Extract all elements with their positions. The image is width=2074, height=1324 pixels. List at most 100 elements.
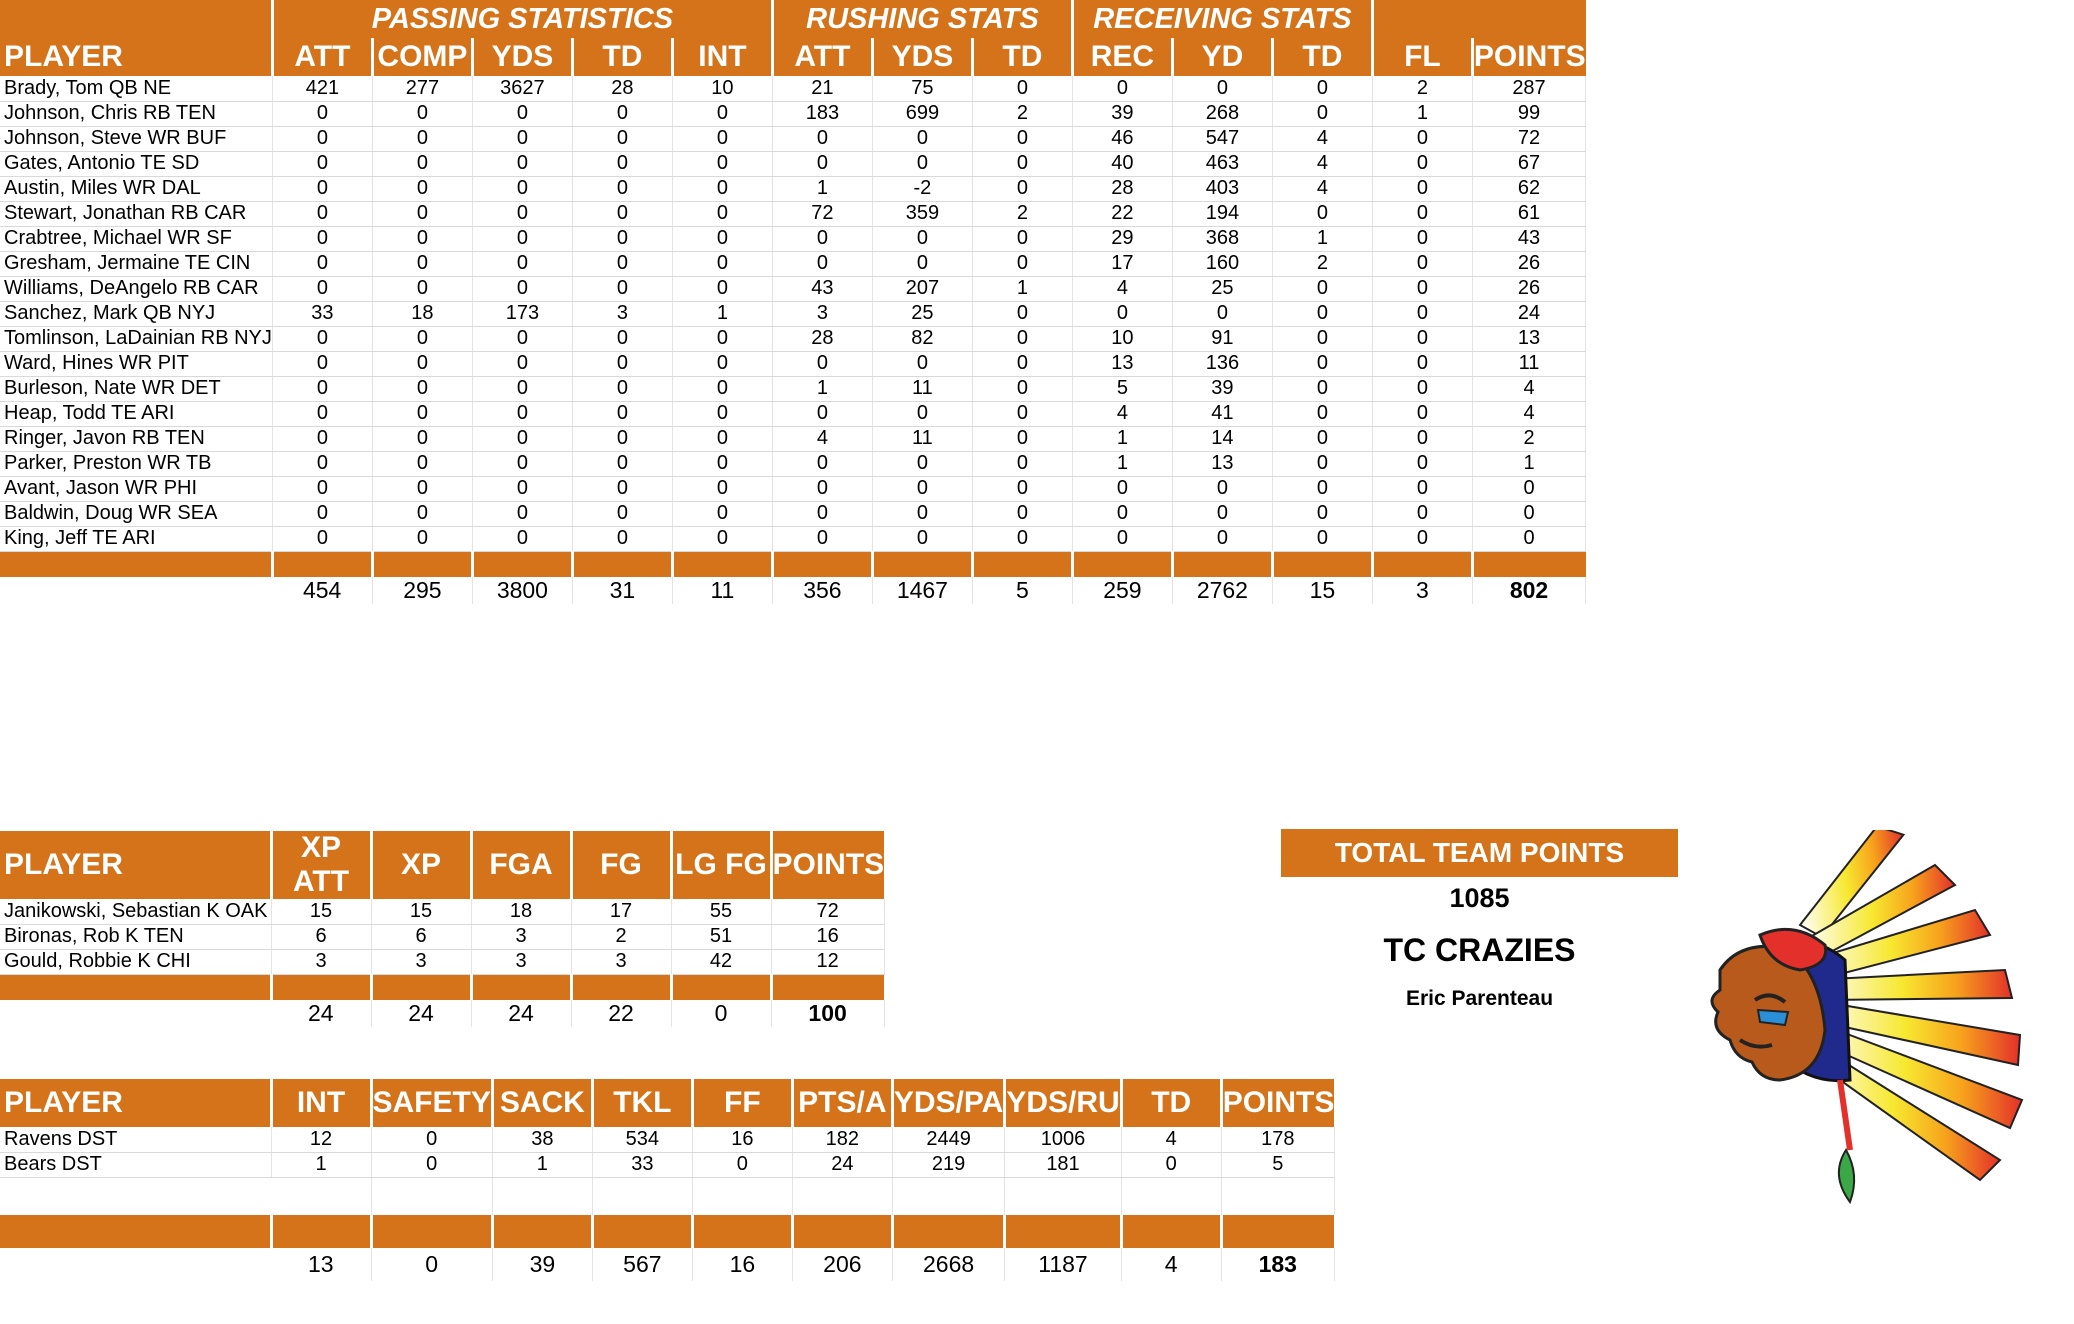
- stat-cell: 0: [772, 401, 873, 427]
- separator-cell: [369, 1215, 493, 1248]
- player-name: Baldwin, Doug WR SEA: [0, 501, 273, 527]
- stat-cell: 0: [272, 276, 373, 302]
- stat-cell: 0: [372, 151, 473, 177]
- offense-stats-table: PASSING STATISTICS RUSHING STATS RECEIVI…: [0, 0, 1587, 604]
- stat-cell: 75: [872, 76, 973, 102]
- stat-cell: 0: [472, 226, 573, 252]
- stat-cell: 39: [1172, 376, 1273, 402]
- player-name: Parker, Preston WR TB: [0, 451, 273, 477]
- stat-cell: 0: [1072, 526, 1173, 552]
- empty-cell: [371, 1177, 493, 1215]
- stat-cell: 0: [872, 501, 973, 527]
- stat-cell: 0: [472, 151, 573, 177]
- stat-cell: 55: [671, 899, 772, 925]
- stat-cell: 15: [371, 899, 472, 925]
- stat-cell: 182: [792, 1127, 893, 1153]
- table-row: Avant, Jason WR PHI 0 0 0 0 0 0 0 0 0 0 0 0 0: [0, 476, 1587, 502]
- total-cell: 15: [1272, 577, 1373, 604]
- separator-cell: [0, 1215, 271, 1248]
- table-row: Baldwin, Doug WR SEA 0 0 0 0 0 0 0 0 0 0 0 0 0: [0, 501, 1587, 527]
- stat-cell: 0: [372, 351, 473, 377]
- stat-cell: 0: [872, 351, 973, 377]
- header-lg-fg: LG FG: [669, 831, 771, 899]
- stat-cell: 0: [1372, 351, 1473, 377]
- separator-cell: [0, 551, 273, 577]
- player-name: Bears DST: [0, 1152, 272, 1178]
- stat-cell: 0: [372, 276, 473, 302]
- team-summary: TOTAL TEAM POINTS 1085 TC CRAZIES Eric P…: [1281, 829, 1678, 1011]
- stat-cell: 5: [1221, 1152, 1335, 1178]
- totals-row: 454 295 3800 31 11 356 1467 5 259 2762 15 3 802: [0, 577, 1587, 604]
- stat-cell: 0: [972, 301, 1073, 327]
- player-name: Stewart, Jonathan RB CAR: [0, 201, 273, 227]
- stat-cell: 11: [872, 376, 973, 402]
- stat-cell: 0: [872, 451, 973, 477]
- header-yd: YD: [1170, 38, 1273, 76]
- total-cell: 5: [972, 577, 1073, 604]
- stat-cell: 0: [372, 501, 473, 527]
- stat-cell: 1: [972, 276, 1073, 302]
- header-fl: FL: [1370, 38, 1473, 76]
- stat-cell: 0: [672, 201, 773, 227]
- stat-cell: 13: [1472, 326, 1587, 352]
- stat-cell: 0: [772, 451, 873, 477]
- stat-cell: 0: [972, 526, 1073, 552]
- stat-cell: 0: [1372, 151, 1473, 177]
- stat-cell: 0: [672, 476, 773, 502]
- stat-cell: 3: [772, 301, 873, 327]
- player-name: Austin, Miles WR DAL: [0, 176, 273, 202]
- stat-cell: 534: [592, 1127, 693, 1153]
- stat-cell: 1: [772, 376, 873, 402]
- header-int: INT: [670, 38, 773, 76]
- header-fga: FGA: [469, 831, 571, 899]
- header-td: TD: [1270, 38, 1373, 76]
- stat-cell: 4: [1121, 1127, 1222, 1153]
- header-yds-ru: YDS/RU: [1003, 1079, 1122, 1127]
- header-blank-right: [1370, 0, 1586, 38]
- stat-cell: 33: [272, 301, 373, 327]
- header-att: ATT: [770, 38, 873, 76]
- stat-cell: 0: [1272, 426, 1373, 452]
- stat-cell: 0: [372, 401, 473, 427]
- separator-cell: [0, 974, 271, 1000]
- stat-cell: 287: [1472, 76, 1587, 102]
- total-cell: [0, 1248, 271, 1281]
- stat-cell: 38: [492, 1127, 593, 1153]
- stat-cell: 4: [1072, 276, 1173, 302]
- table-row: Johnson, Chris RB TEN 0 0 0 0 0 183 699 2 39 268 0 1…: [0, 101, 1587, 127]
- stat-cell: 0: [672, 101, 773, 127]
- stat-cell: 0: [372, 326, 473, 352]
- separator-cell: [790, 1215, 893, 1248]
- header-xp: XP: [369, 831, 471, 899]
- stat-cell: 0: [1372, 501, 1473, 527]
- stat-cell: 24: [1472, 301, 1587, 327]
- stat-cell: 0: [672, 151, 773, 177]
- total-team-points-header: TOTAL TEAM POINTS: [1281, 829, 1678, 877]
- stat-cell: 277: [372, 76, 473, 102]
- total-cell: 16: [692, 1248, 793, 1281]
- stat-cell: 0: [972, 226, 1073, 252]
- stat-cell: 33: [592, 1152, 693, 1178]
- total-cell: 1467: [872, 577, 973, 604]
- stat-cell: 0: [572, 451, 673, 477]
- stat-cell: 61: [1472, 201, 1587, 227]
- column-header-row: PLAYER XP ATT XP FGA FG LG FG POINTS: [0, 831, 885, 899]
- separator-cell: [1119, 1215, 1222, 1248]
- receiving-group-header: RECEIVING STATS: [1070, 0, 1373, 38]
- stat-cell: 0: [572, 251, 673, 277]
- separator-cell: [269, 1215, 371, 1248]
- stat-cell: 18: [372, 301, 473, 327]
- table-row: Crabtree, Michael WR SF 0 0 0 0 0 0 0 0 29 368 1 0 43: [0, 226, 1587, 252]
- empty-cell: [692, 1177, 793, 1215]
- stat-cell: 28: [572, 76, 673, 102]
- stat-cell: 1006: [1004, 1127, 1122, 1153]
- total-cell: 4: [1121, 1248, 1222, 1281]
- header-xp-att: XP ATT: [269, 831, 371, 899]
- stat-cell: 0: [472, 526, 573, 552]
- stat-cell: 0: [972, 76, 1073, 102]
- stat-cell: 0: [972, 251, 1073, 277]
- stat-cell: 1: [1472, 451, 1587, 477]
- stat-cell: 0: [1372, 251, 1473, 277]
- stat-cell: 136: [1172, 351, 1273, 377]
- total-cell: 3: [1372, 577, 1473, 604]
